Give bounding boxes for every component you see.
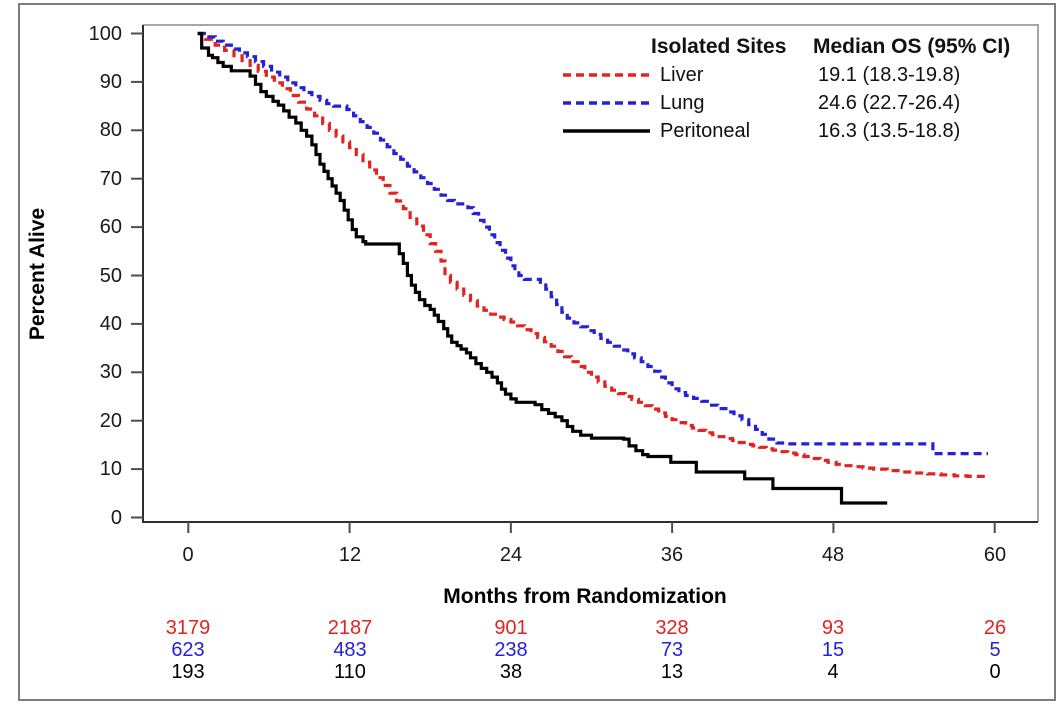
at-risk-lung-48: 15 xyxy=(821,639,845,661)
x-tick-label: 0 xyxy=(182,544,194,566)
y-axis-title: Percent Alive xyxy=(26,207,49,341)
y-tick-label: 30 xyxy=(99,361,122,383)
km-curve-liver xyxy=(197,31,989,478)
at-risk-liver-60: 26 xyxy=(983,617,1007,639)
legend-label-peritoneal: Peritoneal xyxy=(660,120,751,142)
at-risk-peritoneal-0: 193 xyxy=(171,661,205,683)
y-tick-label: 10 xyxy=(99,458,122,480)
legend-header-sites: Isolated Sites xyxy=(651,35,787,58)
plot-frame-axes xyxy=(142,25,1038,523)
x-tick-label: 60 xyxy=(983,544,1007,566)
at-risk-peritoneal-24: 38 xyxy=(499,661,523,683)
y-tick-label: 0 xyxy=(110,507,122,529)
y-tick-label: 50 xyxy=(99,265,122,287)
y-tick-label: 70 xyxy=(99,168,122,190)
at-risk-liver-24: 901 xyxy=(494,617,528,639)
legend-value-liver: 19.1 (18.3-19.8) xyxy=(818,64,961,86)
at-risk-peritoneal-60: 0 xyxy=(989,661,1001,683)
x-tick-label: 48 xyxy=(821,544,845,566)
at-risk-lung-24: 238 xyxy=(494,639,528,661)
at-risk-liver-12: 2187 xyxy=(327,617,373,639)
at-risk-liver-0: 3179 xyxy=(165,617,211,639)
at-risk-liver-36: 328 xyxy=(655,617,689,639)
at-risk-lung-0: 623 xyxy=(171,639,205,661)
at-risk-liver-48: 93 xyxy=(821,617,845,639)
y-tick-label: 90 xyxy=(99,71,122,93)
at-risk-lung-60: 5 xyxy=(989,639,1001,661)
y-tick-label: 60 xyxy=(99,216,122,238)
y-tick-label: 40 xyxy=(99,313,122,335)
legend-value-peritoneal: 16.3 (13.5-18.8) xyxy=(818,120,961,142)
x-tick-label: 36 xyxy=(660,544,684,566)
y-tick-label: 20 xyxy=(99,410,122,432)
at-risk-lung-12: 483 xyxy=(333,639,367,661)
y-tick-label: 100 xyxy=(88,23,122,45)
at-risk-lung-36: 73 xyxy=(660,639,684,661)
at-risk-peritoneal-36: 13 xyxy=(660,661,684,683)
x-axis-title: Months from Randomization xyxy=(443,585,727,608)
at-risk-peritoneal-12: 110 xyxy=(334,661,366,683)
x-tick-label: 12 xyxy=(338,544,362,566)
at-risk-peritoneal-48: 4 xyxy=(827,661,839,683)
km-curve-lung xyxy=(197,31,988,456)
legend-label-lung: Lung xyxy=(660,92,705,114)
legend-label-liver: Liver xyxy=(660,64,704,86)
y-tick-label: 80 xyxy=(99,119,122,141)
plot-frame-topright xyxy=(143,24,1039,522)
km-curve-peritoneal xyxy=(197,31,888,505)
x-tick-label: 24 xyxy=(499,544,523,566)
legend-header-median-os: Median OS (95% CI) xyxy=(813,35,1011,58)
legend-value-lung: 24.6 (22.7-26.4) xyxy=(818,92,961,114)
